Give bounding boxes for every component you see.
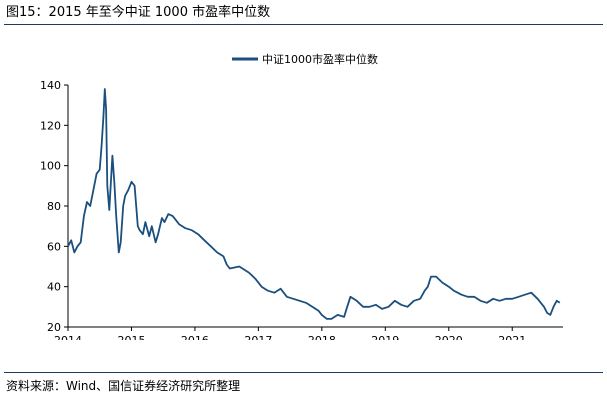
y-tick-label: 100 [40,160,61,173]
figure-title: 图15：2015 年至今中证 1000 市盈率中位数 [6,5,271,20]
x-tick-label: 2018 [308,334,336,340]
x-tick-label: 2017 [244,334,272,340]
x-tick-label: 2015 [117,334,145,340]
y-axis: 20 40 60 80 100 120 140 [40,79,69,334]
y-tick-label: 80 [47,200,61,213]
y-tick-label: 20 [47,321,61,334]
x-tick-label: 2020 [435,334,463,340]
footer-rule [4,372,603,373]
x-tick-label: 2021 [498,334,526,340]
source-note: 资料来源：Wind、国信证券经济研究所整理 [6,379,241,393]
y-tick-label: 140 [40,79,61,92]
title-rule [4,24,603,25]
plot-area [67,88,561,320]
y-tick-label: 40 [47,281,61,294]
legend-label: 中证1000市盈率中位数 [262,52,378,66]
chart-legend: 中证1000市盈率中位数 [232,52,378,66]
x-tick-label: 2016 [181,334,209,340]
x-tick-label: 2019 [371,334,399,340]
series-line [67,88,561,320]
y-tick-label: 120 [40,119,61,132]
y-tick-label: 60 [47,240,61,253]
